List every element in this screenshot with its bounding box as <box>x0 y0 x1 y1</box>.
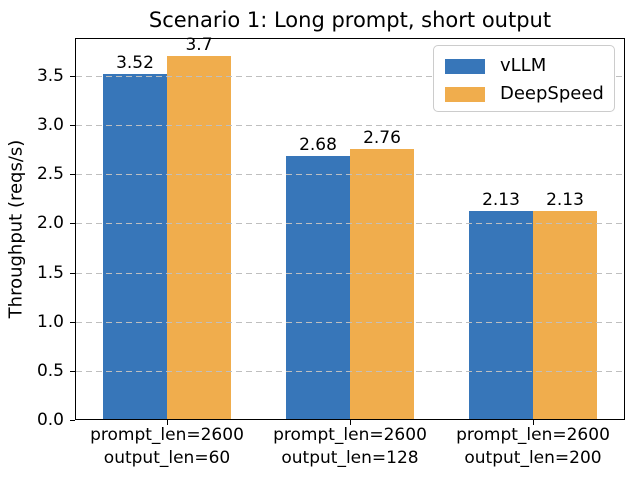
y-tick-label: 2.5 <box>36 164 64 184</box>
x-tick-mark <box>533 420 534 425</box>
y-tick-mark <box>70 420 75 421</box>
bar-vllm-group1 <box>103 74 167 419</box>
x-tick-mark <box>350 420 351 425</box>
y-tick-label: 1.0 <box>36 312 64 332</box>
bar-value-label: 2.13 <box>546 190 584 210</box>
y-tick-label: 3.5 <box>36 66 64 86</box>
bar-deepspeed-group3 <box>533 211 597 419</box>
y-tick-label: 2.0 <box>36 213 64 233</box>
gridline-y3.5 <box>76 76 624 77</box>
y-tick-label: 0.0 <box>36 410 64 430</box>
bar-vllm-group3 <box>469 211 533 419</box>
legend-label: DeepSpeed <box>500 83 604 104</box>
y-tick-mark <box>70 125 75 126</box>
bar-deepspeed-group1 <box>167 56 231 419</box>
x-tick-label-group3: prompt_len=2600 output_len=200 <box>456 425 610 468</box>
y-tick-mark <box>70 273 75 274</box>
bar-deepspeed-group2 <box>350 149 414 419</box>
gridline-y1.5 <box>76 273 624 274</box>
gridline-y0.5 <box>76 371 624 372</box>
legend-swatch-icon <box>445 86 485 102</box>
gridline-y1 <box>76 322 624 323</box>
legend: vLLM DeepSpeed <box>433 45 615 112</box>
bar-vllm-group2 <box>286 156 350 419</box>
gridline-y2.5 <box>76 174 624 175</box>
x-tick-label-group2: prompt_len=2600 output_len=128 <box>273 425 427 468</box>
bar-value-label: 3.7 <box>185 35 213 55</box>
bar-value-label: 2.76 <box>363 128 401 148</box>
legend-swatch-icon <box>445 58 485 74</box>
legend-label: vLLM <box>500 55 547 76</box>
legend-item-vllm: vLLM <box>445 53 614 79</box>
gridline-y2 <box>76 223 624 224</box>
bar-value-label: 3.52 <box>116 53 154 73</box>
gridline-y3 <box>76 125 624 126</box>
y-tick-label: 1.5 <box>36 263 64 283</box>
chart-title: Scenario 1: Long prompt, short output <box>148 8 552 32</box>
y-tick-mark <box>70 174 75 175</box>
x-tick-label-group1: prompt_len=2600 output_len=60 <box>90 425 244 468</box>
y-tick-label: 3.0 <box>36 115 64 135</box>
y-tick-mark <box>70 223 75 224</box>
legend-item-deepspeed: DeepSpeed <box>445 81 614 107</box>
x-tick-mark <box>167 420 168 425</box>
bar-value-label: 2.68 <box>299 135 337 155</box>
bar-value-label: 2.13 <box>482 190 520 210</box>
y-tick-mark <box>70 322 75 323</box>
y-tick-label: 0.5 <box>36 361 64 381</box>
y-tick-mark <box>70 76 75 77</box>
y-tick-mark <box>70 371 75 372</box>
